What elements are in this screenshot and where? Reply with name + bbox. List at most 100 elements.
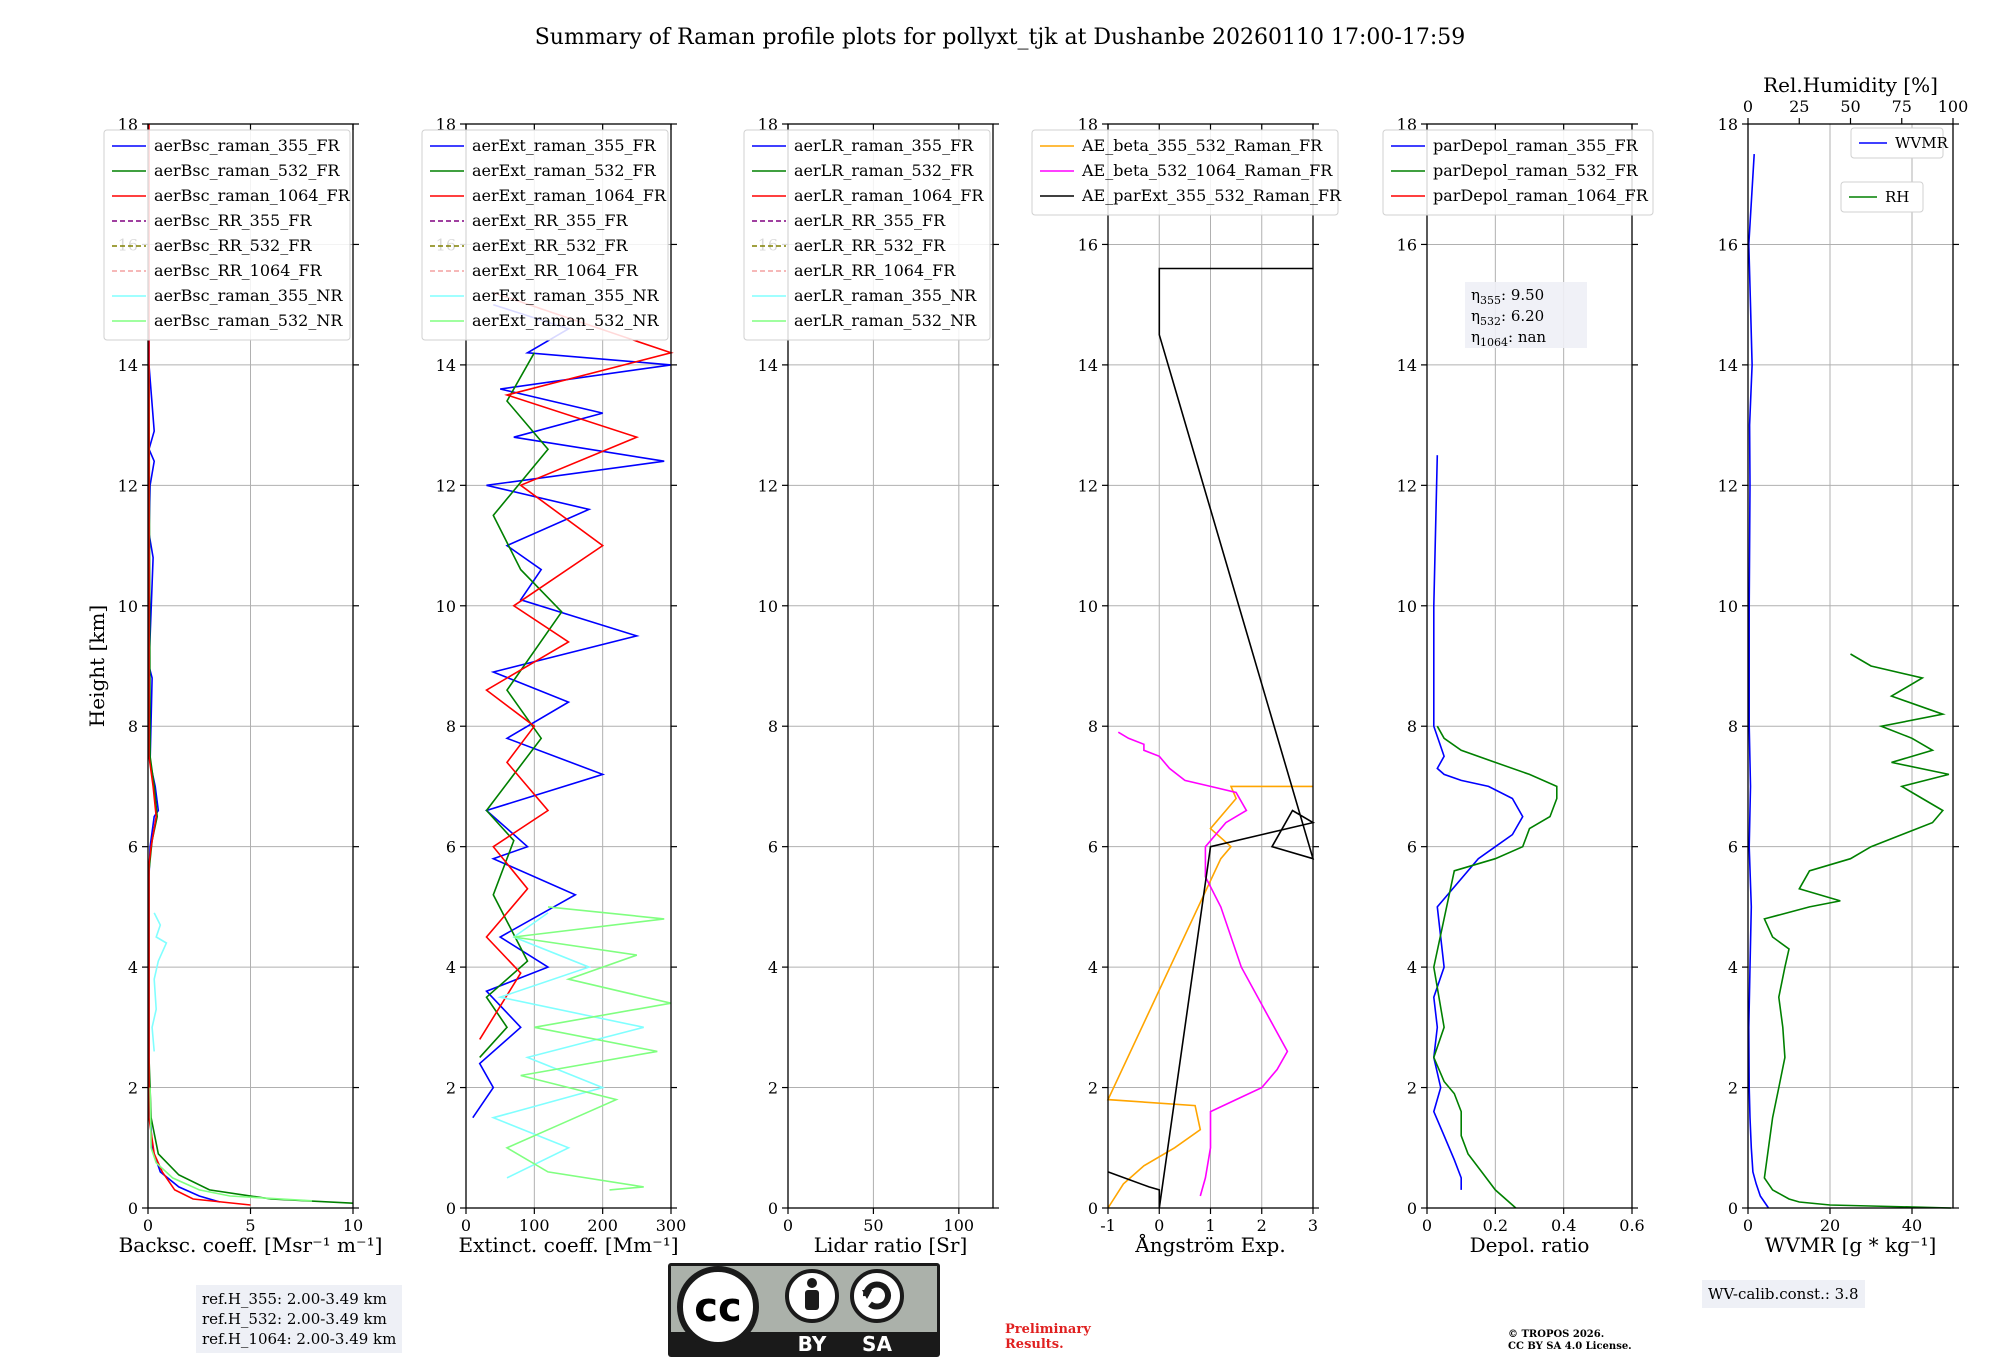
- legend: aerBsc_raman_355_FR aerBsc_raman_532_FRae…: [103, 129, 351, 341]
- series-line-aerExt_raman_355_FR: [472, 303, 672, 1119]
- legend: aerExt_raman_355_FR aerExt_raman_532_FRae…: [421, 129, 669, 341]
- legend-label-AE_beta_532_1064_Raman_FR: AE_beta_532_1064_Raman_FR: [1081, 161, 1333, 180]
- legend-label-AE_parExt_355_532_Raman_FR: AE_parExt_355_532_Raman_FR: [1081, 186, 1342, 205]
- legend: AE_beta_355_532_Raman_FR AE_beta_532_1064…: [1031, 129, 1342, 216]
- legend-label-aerBsc_RR_1064_FR: aerBsc_RR_1064_FR: [154, 261, 323, 280]
- legend-frame: [1031, 129, 1339, 216]
- x-tick-label: 0: [783, 1216, 793, 1235]
- x-tick-label: 0: [461, 1216, 471, 1235]
- series-line-parDepol_raman_355_FR: [1432, 455, 1524, 1190]
- legend-label-aerBsc_RR_532_FR: aerBsc_RR_532_FR: [154, 236, 312, 255]
- legend: parDepol_raman_355_FR parDepol_raman_532_…: [1382, 129, 1654, 216]
- series-line-RH: [1763, 653, 1952, 1209]
- top-x-axis-label: Rel.Humidity [%]: [1763, 73, 1938, 97]
- y-tick-label: 14: [118, 356, 138, 375]
- y-tick-label: 14: [1397, 356, 1417, 375]
- legend-label-aerExt_RR_532_FR: aerExt_RR_532_FR: [472, 236, 629, 255]
- eta-value-355: η355: 9.50: [1471, 286, 1544, 307]
- y-tick-label: 0: [128, 1199, 138, 1218]
- legend-frame: [1850, 127, 1944, 159]
- y-tick-label: 0: [1088, 1199, 1098, 1218]
- y-tick-label: 8: [768, 717, 778, 736]
- x-axis-label: WVMR [g * kg⁻¹]: [1765, 1233, 1937, 1257]
- copyright-line-2: CC BY SA 4.0 License.: [1508, 1341, 1632, 1352]
- legend-label-aerExt_raman_355_FR: aerExt_raman_355_FR: [472, 136, 657, 155]
- preliminary-note: Preliminary Results.: [1005, 1322, 1091, 1352]
- svg-text:cc: cc: [694, 1285, 741, 1331]
- top-x-tick-label: 50: [1840, 97, 1860, 116]
- cc-sa-label: SA: [862, 1332, 892, 1356]
- x-tick-label: 100: [944, 1216, 975, 1235]
- legend-label: WVMR: [1895, 134, 1949, 152]
- y-axis-label: Height [km]: [85, 605, 109, 727]
- y-tick-label: 2: [768, 1079, 778, 1098]
- y-tick-label: 10: [118, 597, 138, 616]
- legend-label-aerExt_raman_532_FR: aerExt_raman_532_FR: [472, 161, 657, 180]
- ref-height-355: ref.H_355: 2.00-3.49 km: [202, 1290, 387, 1308]
- x-tick-label: 20: [1820, 1216, 1840, 1235]
- x-axis-label: Lidar ratio [Sr]: [814, 1233, 968, 1257]
- legend-label: RH: [1885, 188, 1909, 206]
- y-tick-label: 14: [758, 356, 778, 375]
- y-tick-label: 4: [1728, 958, 1738, 977]
- y-tick-label: 6: [446, 838, 456, 857]
- top-x-tick-label: 75: [1892, 97, 1912, 116]
- y-tick-label: 8: [1088, 717, 1098, 736]
- y-tick-label: 0: [446, 1199, 456, 1218]
- legend-label-aerExt_raman_355_NR: aerExt_raman_355_NR: [472, 286, 660, 305]
- series-line-AE_beta_355_532_Raman_FR: [1106, 785, 1313, 1209]
- legend-label-aerExt_raman_1064_FR: aerExt_raman_1064_FR: [472, 186, 667, 205]
- reference-height-box: ref.H_355: 2.00-3.49 km ref.H_532: 2.00-…: [196, 1285, 403, 1353]
- x-tick-label: -1: [1100, 1216, 1116, 1235]
- legend-label-parDepol_raman_355_FR: parDepol_raman_355_FR: [1433, 136, 1639, 155]
- x-tick-label: 0: [143, 1216, 153, 1235]
- y-tick-label: 2: [1407, 1079, 1417, 1098]
- preliminary-line-2: Results.: [1005, 1337, 1064, 1352]
- legend-label-aerLR_RR_355_FR: aerLR_RR_355_FR: [794, 211, 946, 230]
- plot-frame: [787, 123, 994, 1209]
- y-tick-label: 8: [128, 717, 138, 736]
- cc-license-badge: cc BY SA: [668, 1263, 940, 1357]
- plot-frame: [1747, 123, 1954, 1209]
- series-line-AE_beta_532_1064_Raman_FR: [1117, 731, 1289, 1197]
- y-tick-label: 18: [1078, 115, 1098, 134]
- y-tick-label: 8: [1728, 717, 1738, 736]
- y-tick-label: 0: [1728, 1199, 1738, 1218]
- y-tick-label: 8: [446, 717, 456, 736]
- copyright-line-1: © TROPOS 2026.: [1508, 1329, 1605, 1340]
- y-tick-label: 16: [1397, 235, 1417, 254]
- eta-value-532: η532: 6.20: [1471, 307, 1544, 328]
- x-tick-label: 10: [343, 1216, 363, 1235]
- y-tick-label: 14: [1718, 356, 1738, 375]
- legend-box-WVMR: WVMR: [1850, 127, 1949, 159]
- series-line-aerBsc_raman_355_NR: [151, 912, 168, 1052]
- legend: aerLR_raman_355_FR aerLR_raman_532_FR aerL…: [743, 129, 991, 341]
- y-tick-label: 16: [1078, 235, 1098, 254]
- y-tick-label: 6: [1728, 838, 1738, 857]
- series-line-aerBsc_raman_532_NR: [149, 1087, 313, 1202]
- series-line-aerBsc_raman_1064_FR: [148, 124, 251, 1206]
- x-tick-label: 0.4: [1551, 1216, 1576, 1235]
- x-tick-label: 0.2: [1483, 1216, 1508, 1235]
- y-tick-label: 6: [1088, 838, 1098, 857]
- x-tick-label: 0: [1422, 1216, 1432, 1235]
- y-tick-label: 12: [436, 476, 456, 495]
- y-tick-label: 6: [768, 838, 778, 857]
- ref-height-1064: ref.H_1064: 2.00-3.49 km: [202, 1330, 397, 1348]
- y-tick-label: 14: [1078, 356, 1098, 375]
- legend-label-aerBsc_raman_355_NR: aerBsc_raman_355_NR: [154, 286, 343, 305]
- y-tick-label: 12: [758, 476, 778, 495]
- legend-label-aerExt_RR_355_FR: aerExt_RR_355_FR: [472, 211, 629, 230]
- y-tick-label: 12: [1718, 476, 1738, 495]
- cc-by-label: BY: [798, 1332, 827, 1356]
- share-alike-icon: [850, 1269, 904, 1323]
- top-x-tick-label: 25: [1789, 97, 1809, 116]
- legend-label-aerExt_RR_1064_FR: aerExt_RR_1064_FR: [472, 261, 639, 280]
- x-tick-label: 40: [1902, 1216, 1922, 1235]
- chart-panel-6: 0 20 40 0 2 4 6 8 10 12 14 16 18 WVMR [g * kg⁻¹] 0 25 50…: [1718, 73, 1969, 1257]
- y-tick-label: 18: [758, 115, 778, 134]
- legend-label-parDepol_raman_532_FR: parDepol_raman_532_FR: [1433, 161, 1639, 180]
- x-tick-label: 0.6: [1619, 1216, 1644, 1235]
- y-tick-label: 10: [1078, 597, 1098, 616]
